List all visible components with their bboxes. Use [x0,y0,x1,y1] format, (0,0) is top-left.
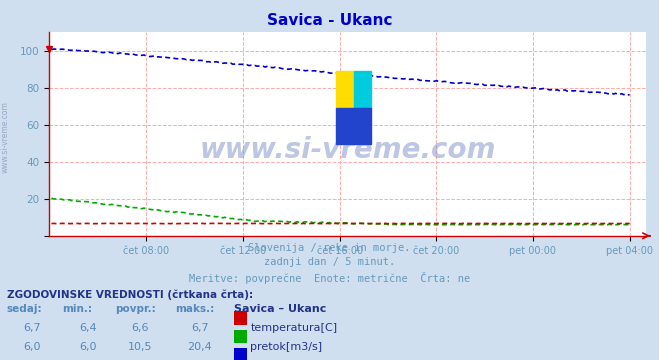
Bar [354,71,372,108]
Text: pretok[m3/s]: pretok[m3/s] [250,342,322,352]
Text: Savica - Ukanc: Savica - Ukanc [267,13,392,28]
Text: www.si-vreme.com: www.si-vreme.com [200,136,496,165]
Bar [335,71,354,108]
Text: 6,4: 6,4 [79,323,96,333]
Text: 6,0: 6,0 [79,342,96,352]
Text: 6,6: 6,6 [132,323,149,333]
Text: zadnji dan / 5 minut.: zadnji dan / 5 minut. [264,257,395,267]
Text: min.:: min.: [63,304,93,314]
Text: Meritve: povprečne  Enote: metrične  Črta: ne: Meritve: povprečne Enote: metrične Črta:… [189,272,470,284]
Text: Savica – Ukanc: Savica – Ukanc [234,304,326,314]
Text: 20,4: 20,4 [187,342,212,352]
Text: ZGODOVINSKE VREDNOSTI (črtkana črta):: ZGODOVINSKE VREDNOSTI (črtkana črta): [7,290,252,300]
Bar [335,108,372,144]
Text: 10,5: 10,5 [128,342,153,352]
Text: 6,0: 6,0 [23,342,40,352]
Text: Slovenija / reke in morje.: Slovenija / reke in morje. [248,243,411,253]
Text: povpr.:: povpr.: [115,304,156,314]
Text: sedaj:: sedaj: [7,304,42,314]
Text: temperatura[C]: temperatura[C] [250,323,337,333]
Text: 6,7: 6,7 [23,323,40,333]
Text: maks.:: maks.: [175,304,214,314]
Text: www.si-vreme.com: www.si-vreme.com [1,101,10,173]
Text: 6,7: 6,7 [191,323,208,333]
